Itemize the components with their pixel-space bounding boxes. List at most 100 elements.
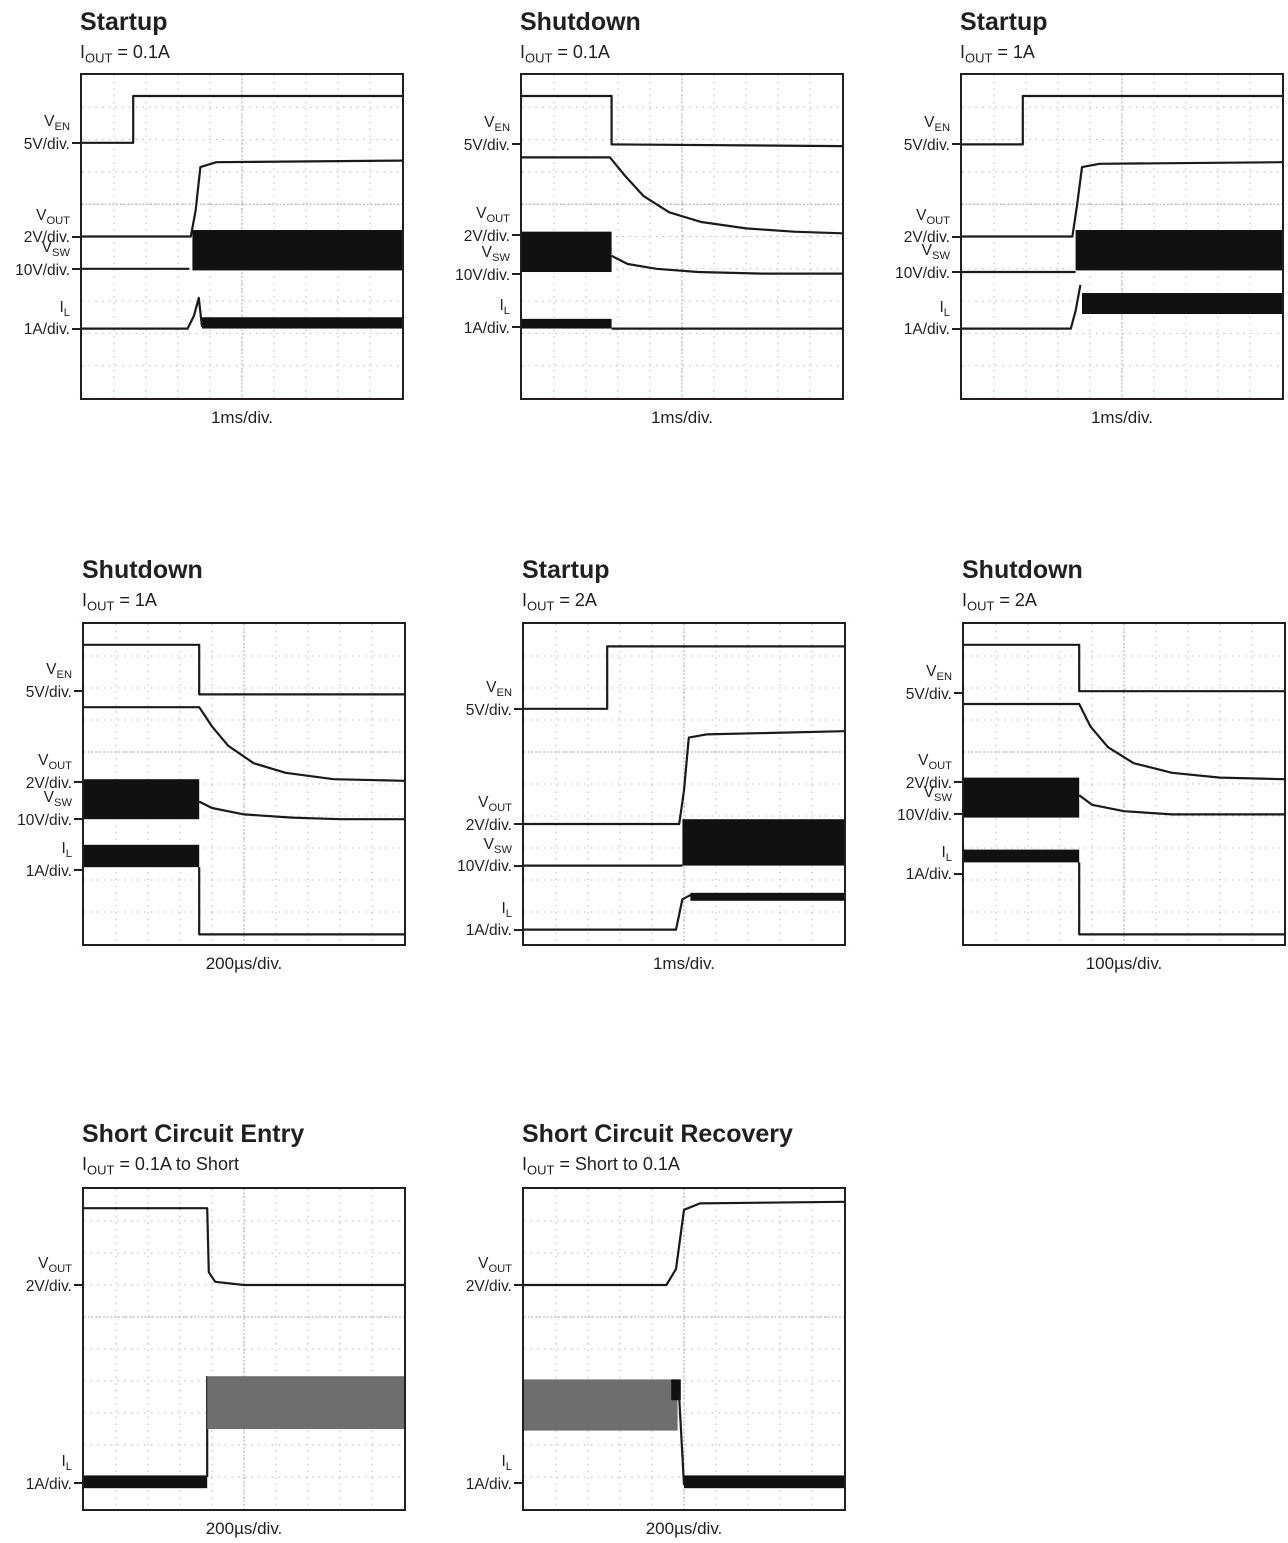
trace-line [964, 702, 1284, 781]
channel-scale: 1A/div. [905, 866, 952, 884]
channel-scale: 10V/div. [457, 858, 512, 876]
channel-label: IL 1A/div. [466, 1453, 512, 1493]
panel-subtitle: IOUT = 1A [82, 590, 157, 614]
channel-symbol: I [941, 843, 946, 861]
channel-subscript: OUT [928, 760, 952, 773]
channel-label: VOUT 2V/div. [906, 752, 952, 792]
channel-subscript: L [505, 1461, 512, 1474]
channel-name: IL [904, 299, 950, 322]
channel-symbol: V [46, 661, 57, 679]
scope-screen [80, 73, 404, 400]
channel-scale: 10V/div. [15, 261, 70, 279]
channel-label: VOUT 2V/div. [904, 207, 950, 247]
subtitle-symbol: I [960, 42, 966, 62]
channel-marker [514, 1482, 522, 1485]
channel-marker [74, 818, 82, 821]
channel-label: VSW 10V/div. [455, 244, 510, 284]
trace-line [84, 1207, 404, 1287]
channel-label: IL 1A/div. [26, 840, 72, 880]
trace-line [198, 800, 404, 821]
channel-scale: 10V/div. [895, 264, 950, 282]
trace-switching-band [964, 849, 1080, 863]
channel-subscript: OUT [48, 760, 72, 773]
channel-scale: 1A/div. [465, 922, 512, 940]
channel-marker [952, 327, 960, 330]
channel-symbol: I [59, 298, 64, 316]
trace-line [84, 643, 404, 696]
channel-subscript: L [65, 1461, 72, 1474]
channel-name: VSW [895, 242, 950, 265]
channel-scale: 2V/div. [23, 229, 70, 247]
channel-label: VSW 10V/div. [17, 789, 72, 829]
trace-switching-band [84, 1475, 208, 1489]
subtitle-text: = 0.1A [552, 42, 610, 62]
trace-switching-band [207, 1376, 404, 1429]
channel-marker [74, 1482, 82, 1485]
channel-label: VEN 5V/div. [904, 114, 950, 154]
subtitle-symbol: I [80, 42, 86, 62]
channel-subscript: L [945, 851, 952, 864]
timebase-label: 1ms/div. [1090, 408, 1154, 427]
channel-symbol: V [478, 1255, 489, 1272]
channel-marker [512, 272, 520, 275]
panel-subtitle: IOUT = 1A [960, 42, 1035, 66]
channel-scale: 5V/div. [465, 701, 512, 719]
scope-screen [82, 1187, 406, 1511]
subtitle-text: = 0.1A [112, 42, 170, 62]
channel-label: VOUT 2V/div. [464, 205, 510, 245]
channel-marker [72, 235, 80, 238]
panel-subtitle: IOUT = 0.1A [520, 42, 610, 66]
channel-scale: 5V/div. [463, 137, 510, 155]
channel-subscript: SW [492, 251, 510, 264]
trace-switching-band [671, 1379, 681, 1401]
channel-scale: 2V/div. [905, 775, 952, 793]
scope-plot [84, 1189, 404, 1509]
channel-name: VSW [455, 244, 510, 267]
subtitle-text: = 0.1A to Short [114, 1154, 239, 1174]
trace-line [84, 706, 404, 782]
channel-label: IL 1A/div. [26, 1453, 72, 1493]
trace-switching-band [84, 844, 200, 868]
subtitle-symbol: I [82, 1154, 88, 1174]
subtitle-text: = 2A [554, 590, 597, 610]
panel-title: Shutdown [520, 8, 641, 36]
channel-name: IL [906, 844, 952, 867]
scope-grid [964, 624, 1284, 944]
channel-marker [514, 1284, 522, 1286]
channel-marker [72, 327, 80, 330]
channel-symbol: V [923, 784, 935, 802]
subtitle-text: = 1A [114, 590, 157, 610]
subtitle-subscript: OUT [85, 50, 113, 66]
subtitle-text: = 1A [992, 42, 1035, 62]
channel-marker [74, 1284, 82, 1286]
subtitle-symbol: I [82, 590, 88, 610]
channel-scale: 2V/div. [465, 1277, 512, 1295]
channel-symbol: V [926, 662, 937, 680]
panel-subtitle: IOUT = 2A [962, 590, 1037, 614]
channel-marker [512, 325, 520, 328]
channel-label: VEN 5V/div. [464, 114, 510, 154]
timebase-label: 200µs/div. [645, 1519, 723, 1538]
subtitle-symbol: I [522, 590, 528, 610]
panel-title: Short Circuit Entry [82, 1120, 305, 1148]
trace-line [522, 156, 842, 235]
subtitle-symbol: I [962, 590, 968, 610]
channel-marker [952, 143, 960, 146]
channel-subscript: EN [936, 670, 953, 683]
channel-label: VOUT 2V/div. [26, 1255, 72, 1295]
channel-name: VEN [466, 679, 512, 702]
channel-scale: 10V/div. [897, 807, 952, 825]
channel-marker [512, 233, 520, 236]
trace-line [611, 254, 842, 275]
channel-symbol: V [916, 206, 927, 224]
channel-marker [514, 707, 522, 710]
channel-name: VOUT [466, 1255, 512, 1278]
channel-symbol: V [486, 678, 497, 696]
subtitle-symbol: I [522, 1154, 528, 1174]
channel-name: IL [24, 299, 70, 322]
channel-scale: 2V/div. [465, 816, 512, 834]
channel-symbol: I [939, 298, 944, 316]
subtitle-symbol: I [520, 42, 526, 62]
trace-line [1078, 862, 1284, 936]
scope-screen [522, 622, 846, 946]
